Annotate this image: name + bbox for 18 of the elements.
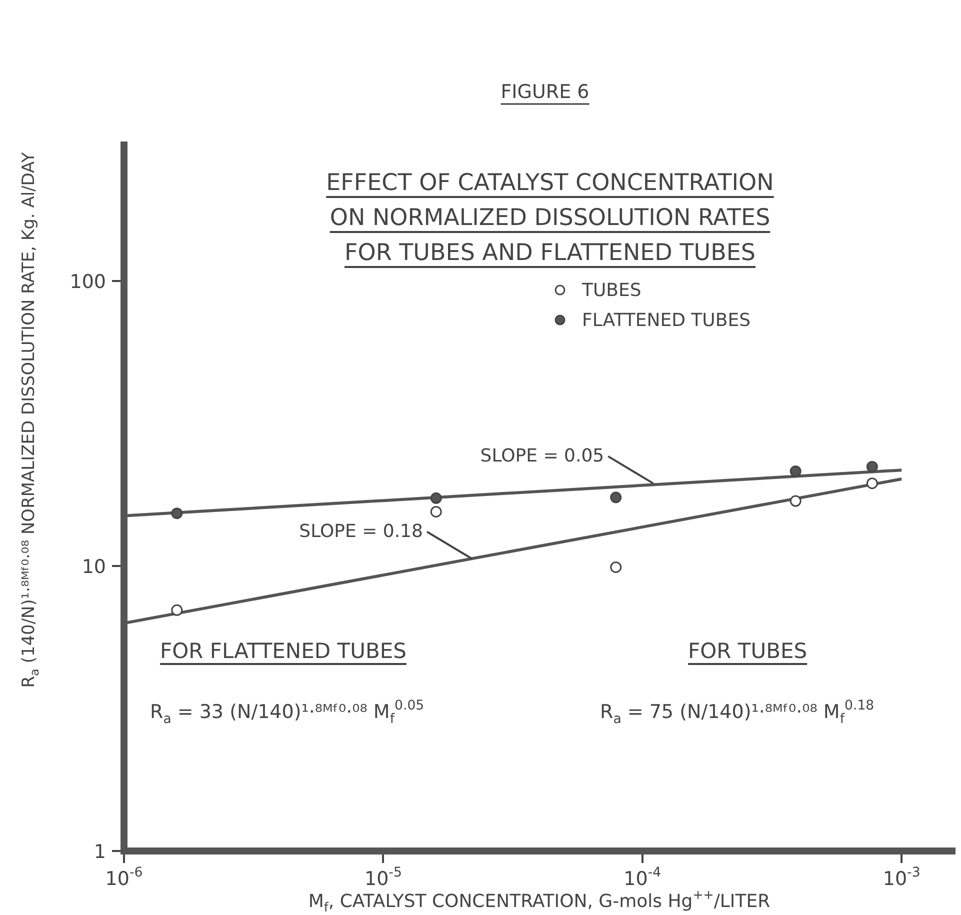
legend-label: FLATTENED TUBES xyxy=(582,310,750,331)
point xyxy=(430,506,442,518)
point xyxy=(790,495,802,507)
point xyxy=(610,492,622,504)
point xyxy=(430,492,442,504)
annotation: SLOPE = 0.18 xyxy=(299,520,423,542)
y-tick-label: 10 xyxy=(82,556,106,578)
annotation: FOR FLATTENED TUBES xyxy=(160,639,406,663)
annotation: SLOPE = 0.05 xyxy=(480,445,604,466)
point xyxy=(790,465,802,477)
annotation: FOR TUBES xyxy=(688,639,808,663)
chart-title: FIGURE 6 xyxy=(500,81,590,103)
legend-label: TUBES xyxy=(581,280,642,301)
y-axis-title: Ra (140/N)¹·⁸ᴹᶠ⁰·⁰⁸ NORMALIZED DISSOLUTION RATE, Kg. Al/DAY xyxy=(19,152,42,688)
y-tick-label: 1 xyxy=(94,841,106,863)
point xyxy=(610,561,622,573)
text: EFFECT OF CATALYST CONCENTRATION ON NORMALIZED DISSOLUTION RATES FOR TUBES AND FLATTENED TUBES xyxy=(326,170,774,266)
y-tick-label: 100 xyxy=(70,270,106,293)
